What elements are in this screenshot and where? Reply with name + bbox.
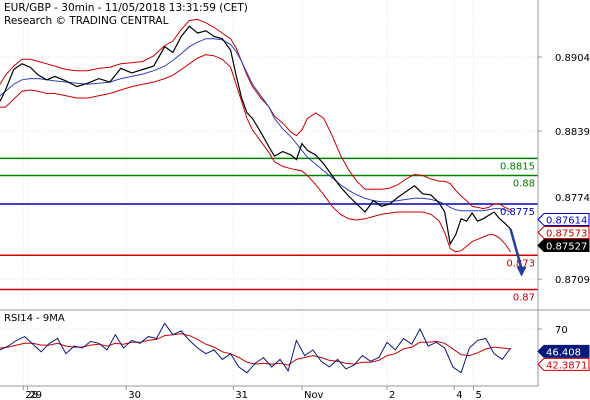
rsi-title: RSI14 - 9MA	[4, 313, 65, 324]
chart-subtitle: Research © TRADING CENTRAL	[4, 15, 169, 27]
bid-price-tag-box	[537, 239, 590, 253]
x-tick-label: 28	[25, 390, 38, 400]
price-series-group	[0, 18, 527, 277]
x-tick-label: 4	[456, 390, 462, 400]
x-tick-label: 31	[235, 390, 248, 400]
price-axis-ticks: 0.8904 0.8839 0.8709 0.8774	[538, 53, 590, 286]
price-tick-label: 0.8774	[555, 193, 590, 204]
rsi-ma-value-tag: 42.3871	[537, 357, 590, 371]
x-tick-label: 30	[128, 390, 141, 400]
rsi-ma-value-tag-box	[537, 357, 590, 371]
price-tick-label: 0.8839	[555, 127, 590, 138]
price-tick-label: 0.8904	[555, 53, 590, 64]
bollinger-lower-band	[0, 54, 512, 253]
rsi-ma-value-tag-label: 42.3871	[546, 360, 587, 371]
rsi-value-tag: 46.408	[537, 344, 590, 358]
offer-price-tag-box	[537, 226, 590, 240]
price-line	[0, 25, 512, 246]
x-tick-label: 5	[475, 390, 481, 400]
x-tick-label: 29	[29, 390, 42, 400]
rsi-value-tag-box	[537, 344, 590, 358]
price-tick-label: 0.8709	[555, 275, 590, 286]
rsi-line	[0, 322, 512, 374]
rsi-tags: 46.408 42.3871	[537, 344, 590, 371]
bid-price-tag: 0.87527	[537, 239, 590, 253]
last-price-tag: 0.87614	[537, 213, 590, 227]
offer-price-tag-label: 0.87573	[546, 229, 587, 240]
rsi-axis-ticks: 70	[538, 325, 568, 336]
offer-price-tag: 0.87573	[537, 226, 590, 240]
last-price-tag-label: 0.87614	[546, 216, 587, 227]
chart-title: EUR/GBP - 30min - 11/05/2018 13:31:59 (C…	[4, 2, 248, 14]
x-tick-label: Nov	[304, 390, 324, 400]
rsi-panel: 70 46.408 42.3871 RSI14 - 9MA	[0, 310, 590, 386]
rsi-series-group	[0, 322, 512, 374]
resistance-1-label: 0.88	[513, 179, 535, 190]
forecast-arrow-head	[516, 266, 527, 277]
price-tags: 0.87614 0.87573 0.87527	[537, 213, 590, 253]
bid-price-tag-label: 0.87527	[546, 242, 587, 253]
resistance-2-label: 0.8815	[500, 161, 535, 172]
price-gridlines	[0, 0, 538, 386]
support-2-label: 0.87	[513, 292, 535, 303]
forecast-arrow-shaft	[509, 228, 523, 270]
last-price-tag-box	[537, 213, 590, 227]
pivot-label: 0.8775	[500, 207, 535, 218]
rsi-value-tag-label: 46.408	[546, 347, 581, 358]
rsi-tick-label: 70	[555, 325, 568, 336]
bollinger-upper-band	[0, 18, 511, 211]
moving-average-line	[0, 38, 511, 213]
x-tick-label: 2	[389, 390, 395, 400]
